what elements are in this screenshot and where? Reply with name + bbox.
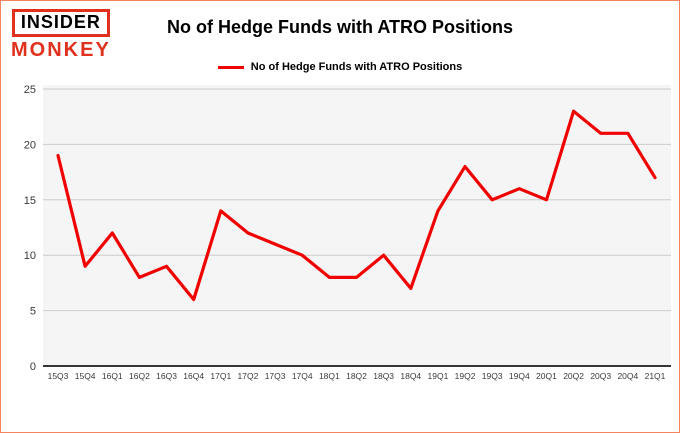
y-tick-label: 10 bbox=[24, 250, 36, 262]
x-tick-label: 18Q2 bbox=[346, 371, 367, 381]
chart-legend: No of Hedge Funds with ATRO Positions bbox=[1, 61, 679, 73]
x-tick-label: 17Q3 bbox=[265, 371, 286, 381]
legend-label: No of Hedge Funds with ATRO Positions bbox=[250, 61, 463, 73]
y-tick-label: 15 bbox=[24, 195, 36, 207]
x-tick-label: 16Q2 bbox=[129, 371, 150, 381]
x-tick-label: 20Q1 bbox=[536, 371, 557, 381]
x-tick-label: 19Q4 bbox=[509, 371, 530, 381]
logo-monkey-text: MONKEY bbox=[11, 38, 111, 61]
x-tick-label: 19Q2 bbox=[455, 371, 476, 381]
x-tick-label: 16Q1 bbox=[102, 371, 123, 381]
y-tick-label: 0 bbox=[30, 361, 36, 373]
y-tick-label: 5 bbox=[30, 306, 36, 318]
x-tick-label: 18Q3 bbox=[373, 371, 394, 381]
logo-insider-text: INSIDER bbox=[11, 9, 110, 37]
insider-monkey-logo: INSIDER MONKEY bbox=[11, 9, 111, 61]
x-tick-label: 17Q2 bbox=[238, 371, 259, 381]
x-tick-label: 20Q4 bbox=[617, 371, 638, 381]
x-tick-label: 18Q4 bbox=[400, 371, 421, 381]
x-tick-label: 16Q4 bbox=[183, 371, 204, 381]
x-tick-label: 17Q1 bbox=[210, 371, 231, 381]
x-tick-label: 15Q4 bbox=[75, 371, 96, 381]
plot-area bbox=[43, 85, 671, 366]
x-tick-label: 16Q3 bbox=[156, 371, 177, 381]
data-series-line bbox=[56, 109, 657, 302]
y-tick-label: 20 bbox=[24, 139, 36, 151]
y-tick-label: 25 bbox=[24, 84, 36, 96]
x-tick-label: 19Q1 bbox=[428, 371, 449, 381]
x-tick-label: 17Q4 bbox=[292, 371, 313, 381]
x-tick-label: 19Q3 bbox=[482, 371, 503, 381]
x-tick-label: 20Q2 bbox=[563, 371, 584, 381]
x-tick-label: 20Q3 bbox=[590, 371, 611, 381]
x-tick-label: 18Q1 bbox=[319, 371, 340, 381]
legend-line-icon bbox=[217, 65, 244, 69]
x-tick-label: 15Q3 bbox=[48, 371, 69, 381]
chart-title: No of Hedge Funds with ATRO Positions bbox=[167, 17, 513, 37]
x-tick-label: 21Q1 bbox=[645, 371, 666, 381]
